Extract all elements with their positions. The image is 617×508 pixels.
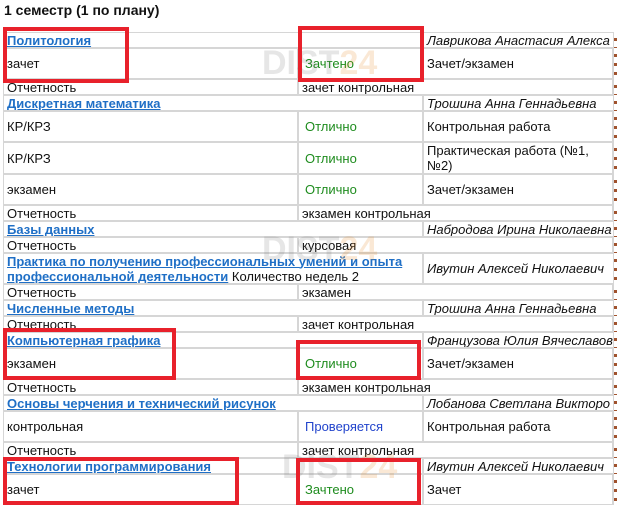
- edge-cell: [613, 474, 617, 505]
- grade: Проверяется: [298, 411, 423, 442]
- edge-cell: [613, 174, 617, 205]
- work-type: Зачет/экзамен: [423, 174, 613, 205]
- work-type: Контрольная работа: [423, 411, 613, 442]
- highlight-box: [3, 27, 129, 83]
- course-link[interactable]: Политология: [7, 32, 92, 48]
- work-type: Зачет/экзамен: [423, 348, 613, 379]
- report-label: Отчетность: [3, 205, 298, 221]
- report-label: Отчетность: [3, 379, 298, 395]
- course-link[interactable]: Базы данных: [7, 221, 95, 237]
- highlight-box: [3, 328, 176, 380]
- course-cell: Базы данных: [3, 221, 423, 237]
- edge-cell: [613, 221, 617, 237]
- edge-cell: [613, 253, 617, 284]
- grade: Отлично: [298, 174, 423, 205]
- edge-cell: [613, 348, 617, 379]
- highlight-box: [296, 458, 421, 505]
- grade: Отлично: [298, 111, 423, 142]
- edge-cell: [613, 300, 617, 316]
- course-link[interactable]: Технологии программирования: [7, 458, 211, 474]
- course-link[interactable]: Основы черчения и технический рисунок: [7, 395, 276, 411]
- report-label: Отчетность: [3, 237, 298, 253]
- edge-cell: [613, 79, 617, 95]
- edge-cell: [613, 48, 617, 79]
- report-value: зачет контрольная: [298, 79, 613, 95]
- teacher: Ивутин Алексей Николаевич: [423, 458, 617, 474]
- edge-cell: [613, 442, 617, 458]
- edge-cell: [613, 142, 617, 174]
- work-type: Практическая работа (№1, №2): [423, 142, 613, 174]
- report-value: экзамен контрольная: [298, 379, 613, 395]
- teacher: Трошина Анна Геннадьевна: [423, 95, 617, 111]
- course-link[interactable]: Дискретная математика: [7, 95, 161, 111]
- edge-cell: [613, 316, 617, 332]
- course-link[interactable]: Практика по получению профессиональных у…: [7, 253, 403, 284]
- control-type: экзамен: [3, 174, 298, 205]
- course-cell: Практика по получению профессиональных у…: [3, 253, 423, 284]
- edge-cell: [613, 332, 617, 348]
- course-cell: Основы черчения и технический рисунок: [3, 395, 423, 411]
- course-note: Количество недель 2: [231, 268, 360, 284]
- control-type: КР/КРЗ: [3, 142, 298, 174]
- teacher: Французова Юлия Вячеславов: [423, 332, 617, 348]
- report-label: Отчетность: [3, 442, 298, 458]
- edge-cell: [613, 411, 617, 442]
- edge-cell: [613, 111, 617, 142]
- edge-cell: [613, 458, 617, 474]
- teacher: Лаврикова Анастасия Алекса: [423, 32, 617, 48]
- course-link[interactable]: Численные методы: [7, 300, 135, 316]
- control-type: контрольная: [3, 411, 298, 442]
- teacher: Набродова Ирина Николаевна: [423, 221, 617, 237]
- report-value: зачет контрольная: [298, 442, 613, 458]
- course-link[interactable]: Компьютерная графика: [7, 332, 161, 348]
- edge-cell: [613, 32, 617, 48]
- course-cell: Численные методы: [3, 300, 423, 316]
- grade: Отлично: [298, 142, 423, 174]
- edge-cell: [613, 395, 617, 411]
- highlight-box: [296, 340, 421, 380]
- teacher: Лобанова Светлана Викторо: [423, 395, 617, 411]
- highlight-box: [3, 457, 239, 505]
- control-type: КР/КРЗ: [3, 111, 298, 142]
- report-value: зачет контрольная: [298, 316, 613, 332]
- teacher: Ивутин Алексей Николаевич: [423, 253, 617, 284]
- course-cell: Дискретная математика: [3, 95, 423, 111]
- work-type: Зачет: [423, 474, 613, 505]
- edge-cell: [613, 379, 617, 395]
- work-type: Зачет/экзамен: [423, 48, 613, 79]
- teacher: Трошина Анна Геннадьевна: [423, 300, 617, 316]
- report-value: экзамен контрольная: [298, 205, 613, 221]
- report-value: курсовая: [298, 237, 613, 253]
- report-label: Отчетность: [3, 79, 298, 95]
- edge-cell: [613, 284, 617, 300]
- report-value: экзамен: [298, 284, 613, 300]
- highlight-box: [298, 26, 424, 82]
- edge-cell: [613, 205, 617, 221]
- edge-cell: [613, 237, 617, 253]
- semester-title: 1 семестр (1 по плану): [4, 2, 160, 18]
- edge-cell: [613, 95, 617, 111]
- report-label: Отчетность: [3, 284, 298, 300]
- work-type: Контрольная работа: [423, 111, 613, 142]
